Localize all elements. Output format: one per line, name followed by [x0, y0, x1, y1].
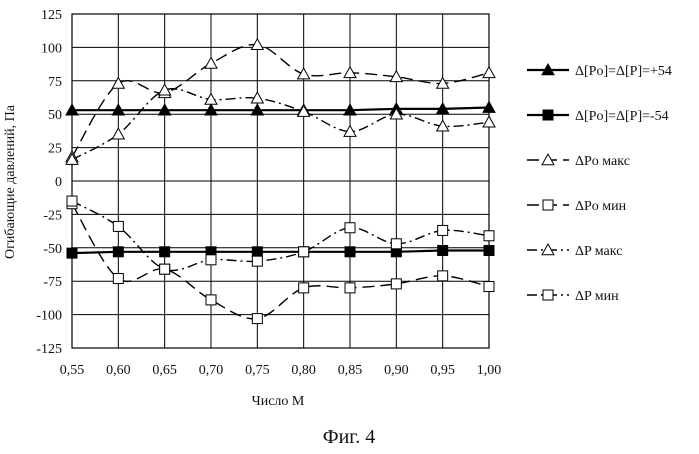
legend-label: Δ[Po]=Δ[P]=-54 — [575, 109, 669, 124]
data-point-marker — [206, 255, 216, 265]
x-tick-label: 0,95 — [430, 363, 455, 378]
series-4 — [67, 199, 494, 324]
x-tick-label: 0,55 — [60, 363, 85, 378]
legend-label: ΔPo мин — [575, 199, 627, 214]
data-point-marker — [345, 283, 355, 293]
data-point-marker — [112, 128, 124, 139]
y-tick-label: -125 — [36, 342, 62, 357]
x-tick-label: 0,90 — [384, 363, 409, 378]
data-point-marker — [345, 247, 355, 257]
data-point-marker — [206, 295, 216, 305]
data-point-marker — [391, 239, 401, 249]
series-line — [72, 250, 489, 253]
series-line — [72, 108, 489, 111]
data-point-marker — [113, 221, 123, 231]
legend-item: Δ[Po]=Δ[P]=+54 — [527, 64, 672, 79]
data-point-marker — [484, 245, 494, 255]
data-point-marker — [160, 247, 170, 257]
data-point-marker — [113, 247, 123, 257]
x-tick-label: 0,75 — [245, 363, 270, 378]
series-line — [72, 45, 489, 157]
x-tick-label: 0,65 — [152, 363, 177, 378]
y-tick-label: -75 — [43, 275, 62, 290]
data-point-marker — [299, 283, 309, 293]
x-tick-label: 0,85 — [338, 363, 363, 378]
data-point-marker — [344, 67, 356, 78]
x-tick-label: 0,60 — [106, 363, 131, 378]
data-point-marker — [483, 116, 495, 127]
data-point-marker — [484, 231, 494, 241]
data-point-marker — [252, 247, 262, 257]
x-tick-label: 1,00 — [477, 363, 502, 378]
data-point-marker — [252, 256, 262, 266]
series-3 — [66, 39, 495, 162]
data-point-marker — [438, 225, 448, 235]
y-tick-label: 25 — [48, 142, 62, 157]
data-point-marker — [113, 274, 123, 284]
legend: Δ[Po]=Δ[P]=+54 Δ[Po]=Δ[P]=-54 ΔPo макс ΔPo … — [527, 64, 672, 304]
data-point-marker — [205, 57, 217, 68]
y-tick-label: 125 — [41, 8, 62, 23]
legend-label: ΔP макс — [575, 244, 622, 259]
data-point-marker — [484, 282, 494, 292]
y-tick-label: -25 — [43, 208, 62, 223]
data-point-marker — [160, 264, 170, 274]
series-line — [72, 204, 489, 319]
legend-item: ΔP макс — [527, 244, 622, 259]
legend-label: ΔP мин — [575, 289, 619, 304]
series-5 — [66, 84, 495, 164]
data-point-marker — [438, 271, 448, 281]
data-point-marker — [252, 314, 262, 324]
data-point-marker — [298, 68, 310, 79]
legend-item: Δ[Po]=Δ[P]=-54 — [527, 109, 669, 124]
x-tick-label: 0,70 — [199, 363, 224, 378]
legend-label: Δ[Po]=Δ[P]=+54 — [575, 64, 672, 79]
data-point-marker — [391, 279, 401, 289]
series-line — [72, 89, 489, 160]
data-point-marker — [543, 200, 553, 210]
data-point-marker — [67, 248, 77, 258]
legend-item: ΔPo макс — [527, 154, 630, 169]
x-tick-label: 0,80 — [291, 363, 316, 378]
y-tick-label: 100 — [41, 41, 62, 56]
figure-caption: Фиг. 4 — [323, 426, 375, 448]
y-tick-label: -50 — [43, 242, 62, 257]
y-tick-label: 0 — [55, 175, 62, 190]
data-point-marker — [483, 67, 495, 78]
grid — [72, 14, 489, 348]
legend-item: ΔPo мин — [527, 199, 627, 214]
data-point-marker — [438, 245, 448, 255]
data-point-marker — [299, 247, 309, 257]
y-tick-label: -100 — [36, 309, 62, 324]
data-point-marker — [112, 77, 124, 88]
y-tick-label: 75 — [48, 75, 62, 90]
y-tick-label: 50 — [48, 108, 62, 123]
data-point-marker — [345, 223, 355, 233]
legend-label: ΔPo макс — [575, 154, 630, 169]
data-point-marker — [543, 290, 553, 300]
data-point-marker — [543, 110, 553, 120]
series-line — [72, 201, 489, 270]
legend-item: ΔP мин — [527, 289, 619, 304]
x-axis-label: Число М — [252, 394, 305, 409]
data-point-marker — [67, 196, 77, 206]
axes: -125 -100 -75 -50 -25 0 25 50 75 100 125 0,55 0,60 0,… — [36, 8, 501, 378]
y-axis-label: Огибающие давлений, Па — [3, 104, 18, 259]
series-6 — [67, 196, 494, 274]
